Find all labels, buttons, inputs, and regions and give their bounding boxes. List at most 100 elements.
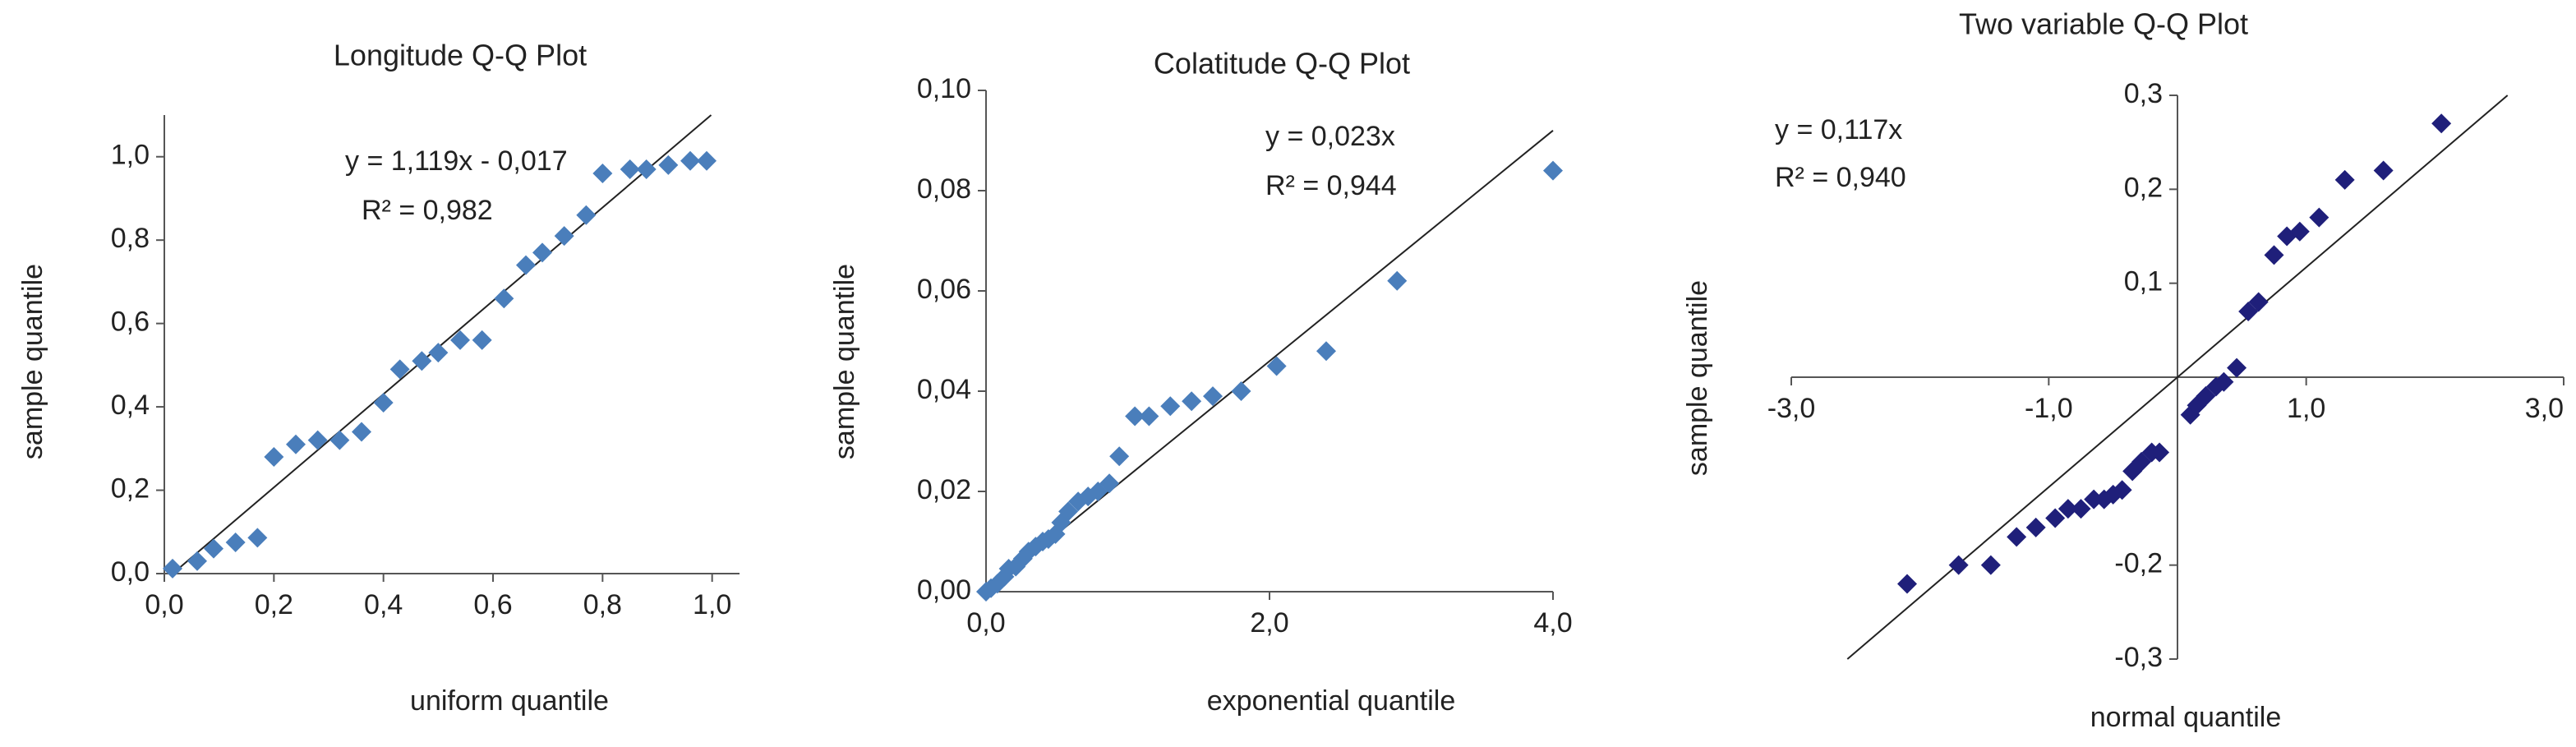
point: [2309, 207, 2329, 228]
point: [2112, 480, 2132, 500]
y-tick-label: 0,06: [917, 274, 971, 305]
point: [1897, 574, 1917, 594]
y-axis-label: sample quantile: [829, 264, 860, 459]
point: [450, 330, 470, 350]
x-tick-label: 0,6: [473, 589, 512, 620]
point: [2058, 499, 2078, 519]
point: [636, 159, 657, 179]
x-tick-label: 0,2: [255, 589, 293, 620]
point: [264, 446, 284, 467]
y-tick-label: -0,2: [2114, 548, 2163, 579]
equation: y = 1,119x - 0,017: [345, 145, 568, 177]
point: [680, 150, 700, 171]
point: [225, 532, 246, 552]
point: [204, 538, 223, 559]
chart-title: Longitude Q-Q Plot: [334, 39, 587, 72]
trendline: [985, 130, 1554, 593]
point: [1125, 406, 1145, 427]
x-tick-label: -3,0: [1767, 393, 1816, 424]
point: [1316, 341, 1336, 362]
point: [697, 150, 717, 171]
point: [620, 159, 640, 179]
point: [1182, 391, 1202, 412]
x-tick-label: -1,0: [2025, 393, 2073, 424]
point: [2248, 292, 2269, 312]
x-axis-label: normal quantile: [2090, 702, 2281, 733]
equation: y = 0,023x: [1265, 121, 1395, 152]
point: [516, 255, 536, 275]
point: [352, 422, 371, 442]
trendline: [172, 114, 712, 574]
point: [163, 558, 182, 579]
r-squared: R² = 0,940: [1775, 162, 1906, 193]
x-tick-label: 0,0: [145, 589, 183, 620]
point: [1948, 555, 1969, 575]
point: [592, 164, 613, 184]
y-tick-label: 0,00: [917, 574, 971, 606]
x-axis-label: exponential quantile: [1207, 685, 1455, 717]
point: [532, 242, 552, 263]
point: [2431, 113, 2452, 134]
point: [1139, 406, 1159, 427]
point: [373, 393, 394, 413]
y-tick-label: 1,0: [111, 140, 150, 171]
x-tick-label: 0,0: [966, 607, 1005, 639]
x-tick-label: 3,0: [2525, 393, 2564, 424]
point: [1160, 396, 1181, 417]
point: [2071, 499, 2091, 519]
point: [1231, 381, 1251, 401]
y-tick-label: 0,02: [917, 474, 971, 505]
y-tick-label: 0,08: [917, 173, 971, 205]
point: [1266, 356, 1287, 376]
y-axis-label: sample quantile: [17, 264, 48, 459]
point: [658, 154, 679, 175]
y-tick-label: 0,2: [2124, 172, 2163, 203]
point: [554, 226, 574, 247]
point: [472, 330, 492, 350]
point: [412, 351, 432, 371]
point: [2007, 527, 2027, 547]
y-tick-label: -0,3: [2114, 642, 2163, 673]
r-squared: R² = 0,944: [1265, 170, 1397, 201]
point: [1387, 270, 1408, 291]
y-tick-label: 0,1: [2124, 266, 2163, 297]
point: [389, 359, 410, 380]
point: [2084, 489, 2104, 510]
equation: y = 0,117x: [1775, 114, 1902, 145]
x-tick-label: 4,0: [1533, 607, 1572, 639]
y-tick-label: 0,04: [917, 374, 971, 405]
x-axis-label: uniform quantile: [410, 685, 609, 717]
x-tick-label: 2,0: [1250, 607, 1288, 639]
point: [1980, 555, 2001, 575]
point: [286, 434, 306, 454]
x-tick-label: 0,4: [364, 589, 403, 620]
point: [2227, 357, 2247, 378]
point: [576, 205, 597, 225]
point: [307, 430, 328, 450]
point: [1058, 501, 1079, 522]
point: [1543, 160, 1563, 181]
point: [2289, 221, 2310, 242]
chart-title: Colatitude Q-Q Plot: [1154, 47, 1410, 81]
y-tick-label: 0,0: [111, 556, 150, 588]
point: [1203, 386, 1223, 407]
x-tick-label: 1,0: [693, 589, 731, 620]
y-tick-label: 0,8: [111, 223, 150, 254]
x-tick-label: 0,8: [583, 589, 622, 620]
point: [2373, 160, 2394, 181]
y-tick-label: 0,3: [2124, 78, 2163, 109]
point: [2264, 245, 2284, 265]
point: [2334, 169, 2355, 190]
point: [247, 528, 268, 548]
point: [2025, 517, 2046, 537]
point: [329, 430, 350, 450]
y-tick-label: 0,2: [111, 473, 150, 505]
point: [1109, 446, 1130, 467]
chart-title: Two variable Q-Q Plot: [1959, 7, 2248, 41]
point: [2045, 508, 2066, 528]
y-axis-label: sample quantile: [1682, 280, 1713, 476]
y-tick-label: 0,4: [111, 390, 150, 421]
point: [494, 288, 514, 309]
y-tick-label: 0,10: [917, 73, 971, 104]
